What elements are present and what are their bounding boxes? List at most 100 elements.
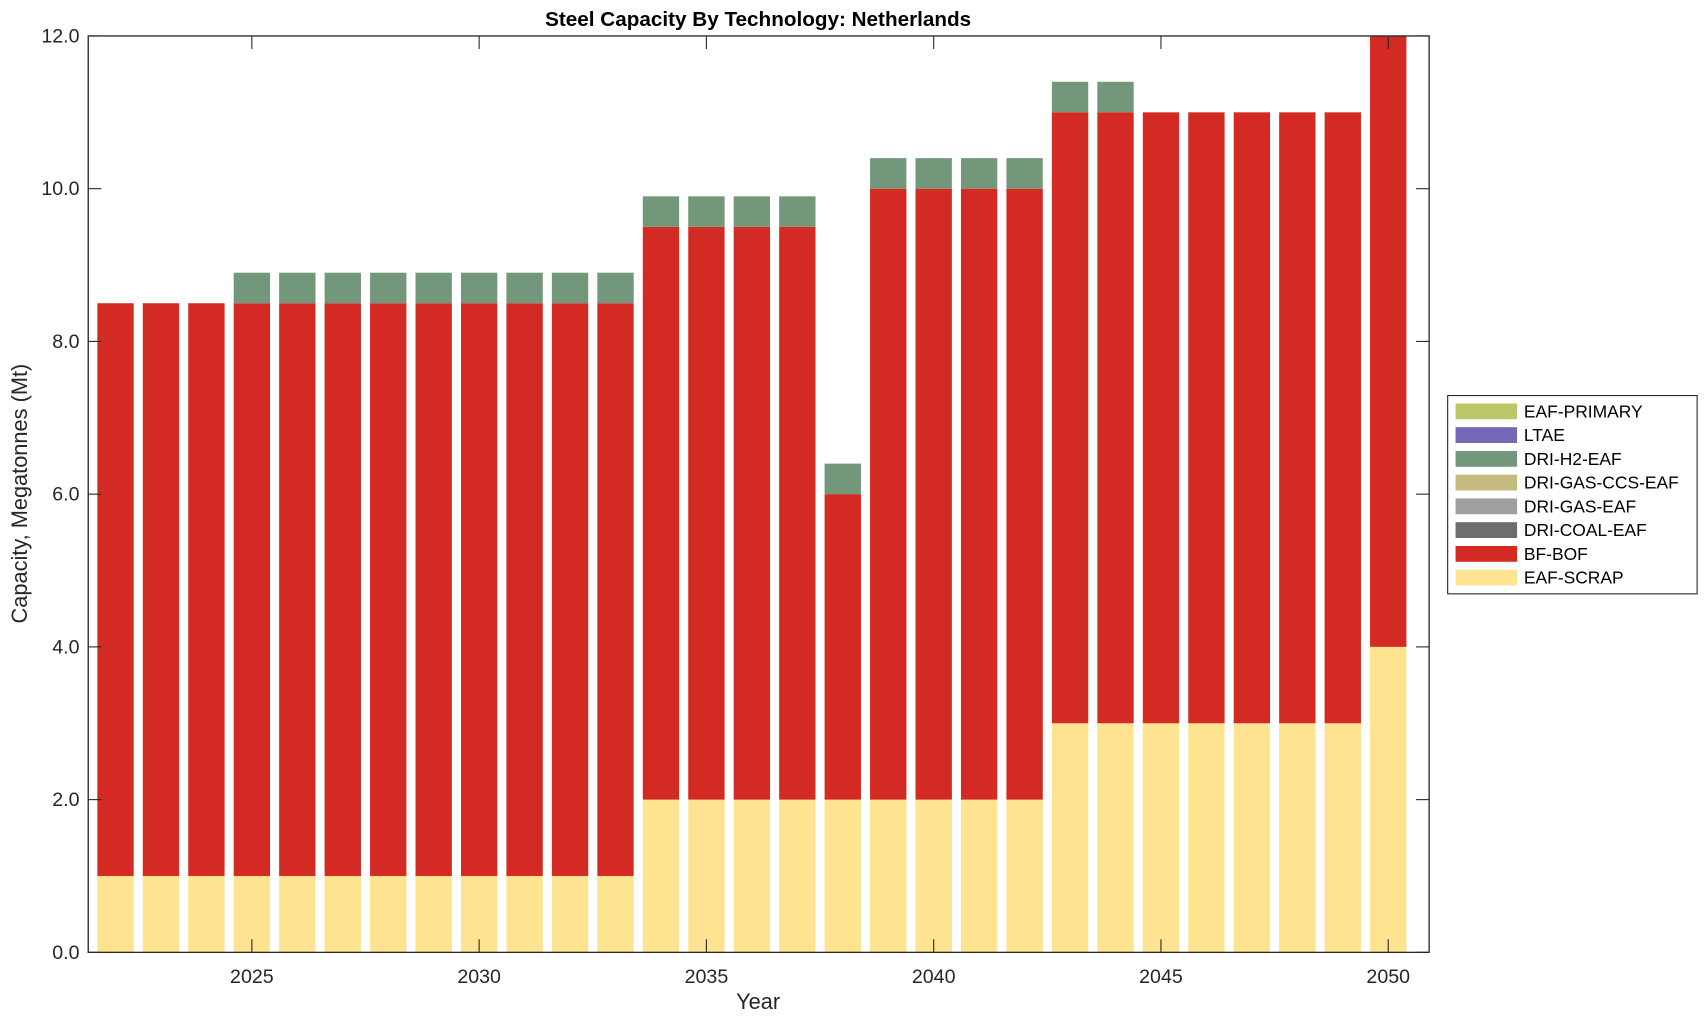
bar-dri-h2-eaf-2040 — [915, 158, 952, 189]
bar-eaf-scrap-2027 — [324, 875, 361, 953]
bar-bf-bof-2024 — [188, 303, 225, 876]
bar-eaf-scrap-2040 — [915, 799, 952, 953]
legend-label-eaf-scrap: EAF-SCRAP — [1524, 568, 1624, 588]
bar-bf-bof-2043 — [1051, 112, 1089, 724]
bar-eaf-scrap-2045 — [1142, 723, 1180, 953]
bars-group — [97, 35, 1407, 953]
bar-bf-bof-2034 — [642, 226, 680, 800]
legend-swatch-ltae — [1455, 426, 1518, 444]
bar-eaf-scrap-2036 — [733, 799, 771, 953]
bar-eaf-scrap-2037 — [779, 799, 816, 953]
bar-dri-h2-eaf-2026 — [279, 272, 316, 304]
bar-dri-h2-eaf-2039 — [870, 158, 907, 189]
bar-bf-bof-2025 — [233, 303, 271, 876]
bar-bf-bof-2022 — [97, 303, 134, 876]
bar-bf-bof-2041 — [960, 188, 998, 800]
y-tick-label: 8.0 — [52, 331, 79, 353]
bar-bf-bof-2050 — [1370, 35, 1407, 647]
bar-bf-bof-2026 — [279, 303, 316, 876]
legend-swatch-dri-gas-ccs-eaf — [1455, 474, 1518, 492]
bar-eaf-scrap-2041 — [960, 799, 998, 953]
y-tick-label: 0.0 — [52, 942, 79, 964]
y-tick-label: 10.0 — [41, 178, 79, 200]
bar-eaf-scrap-2044 — [1097, 723, 1134, 953]
bar-eaf-scrap-2029 — [415, 875, 452, 953]
bar-dri-h2-eaf-2030 — [460, 272, 498, 304]
bar-eaf-scrap-2043 — [1051, 723, 1089, 953]
bar-eaf-scrap-2038 — [824, 799, 861, 953]
y-tick-label: 6.0 — [52, 484, 79, 506]
bar-bf-bof-2031 — [506, 303, 543, 876]
x-tick-label: 2035 — [685, 966, 729, 988]
bar-dri-h2-eaf-2032 — [551, 272, 589, 304]
bar-bf-bof-2032 — [551, 303, 589, 876]
x-tick-label: 2030 — [457, 966, 501, 988]
bar-bf-bof-2027 — [324, 303, 361, 876]
bar-dri-h2-eaf-2033 — [597, 272, 634, 304]
legend-swatch-bf-bof — [1455, 545, 1518, 563]
bar-eaf-scrap-2042 — [1006, 799, 1043, 953]
bar-eaf-scrap-2033 — [597, 875, 634, 953]
bar-bf-bof-2028 — [370, 303, 407, 876]
bar-eaf-scrap-2023 — [142, 875, 180, 953]
legend-swatch-eaf-scrap — [1455, 569, 1518, 587]
bar-dri-h2-eaf-2036 — [733, 196, 771, 227]
y-tick-label: 4.0 — [52, 636, 79, 658]
bar-bf-bof-2030 — [460, 303, 498, 876]
bar-eaf-scrap-2035 — [688, 799, 725, 953]
bar-dri-h2-eaf-2025 — [233, 272, 271, 304]
legend-label-eaf-primary: EAF-PRIMARY — [1524, 401, 1643, 421]
bar-eaf-scrap-2024 — [188, 875, 225, 953]
bar-dri-h2-eaf-2038 — [824, 463, 861, 495]
bar-bf-bof-2047 — [1233, 112, 1271, 724]
bar-dri-h2-eaf-2044 — [1097, 81, 1134, 113]
bar-eaf-scrap-2050 — [1370, 646, 1407, 953]
legend-label-dri-h2-eaf: DRI-H2-EAF — [1524, 449, 1622, 469]
bar-eaf-scrap-2039 — [870, 799, 907, 953]
bar-bf-bof-2048 — [1279, 112, 1316, 724]
legend-swatch-eaf-primary — [1455, 402, 1518, 420]
bar-eaf-scrap-2026 — [279, 875, 316, 953]
bar-bf-bof-2038 — [824, 494, 861, 800]
x-axis: 2025 2030 2035 2040 2045 2050 — [230, 35, 1410, 988]
x-tick-label: 2050 — [1366, 966, 1410, 988]
legend-swatch-dri-gas-eaf — [1455, 497, 1518, 515]
bar-bf-bof-2049 — [1324, 112, 1361, 724]
bar-bf-bof-2046 — [1188, 112, 1225, 724]
bar-bf-bof-2045 — [1142, 112, 1180, 724]
bar-bf-bof-2033 — [597, 303, 634, 876]
bar-eaf-scrap-2048 — [1279, 723, 1316, 953]
y-axis: 0.0 2.0 4.0 6.0 8.0 10.0 12.0 — [41, 25, 1430, 964]
bar-dri-h2-eaf-2029 — [415, 272, 452, 304]
legend-label-dri-gas-eaf: DRI-GAS-EAF — [1524, 496, 1636, 516]
bar-bf-bof-2037 — [779, 226, 816, 800]
bar-dri-h2-eaf-2027 — [324, 272, 361, 304]
y-axis-label: Capacity, Megatonnes (Mt) — [7, 364, 32, 624]
bar-dri-h2-eaf-2035 — [688, 196, 725, 227]
x-tick-label: 2040 — [912, 966, 956, 988]
bar-bf-bof-2029 — [415, 303, 452, 876]
x-tick-label: 2045 — [1139, 966, 1183, 988]
bar-dri-h2-eaf-2031 — [506, 272, 543, 304]
bar-eaf-scrap-2031 — [506, 875, 543, 953]
bar-dri-h2-eaf-2034 — [642, 196, 680, 227]
bar-bf-bof-2042 — [1006, 188, 1043, 800]
bar-bf-bof-2035 — [688, 226, 725, 800]
bar-bf-bof-2040 — [915, 188, 952, 800]
bar-eaf-scrap-2022 — [97, 875, 134, 953]
legend-label-dri-coal-eaf: DRI-COAL-EAF — [1524, 520, 1647, 540]
bar-bf-bof-2039 — [870, 188, 907, 800]
x-axis-label: Year — [736, 989, 780, 1014]
legend-swatch-dri-h2-eaf — [1455, 450, 1518, 468]
bar-dri-h2-eaf-2041 — [960, 158, 998, 189]
bar-dri-h2-eaf-2042 — [1006, 158, 1043, 189]
chart-title: Steel Capacity By Technology: Netherland… — [545, 8, 971, 31]
bar-dri-h2-eaf-2028 — [370, 272, 407, 304]
bar-eaf-scrap-2049 — [1324, 723, 1361, 953]
legend-box — [1447, 394, 1698, 595]
legend-swatch-dri-coal-eaf — [1455, 521, 1518, 539]
bar-bf-bof-2036 — [733, 226, 771, 800]
bar-eaf-scrap-2032 — [551, 875, 589, 953]
bar-eaf-scrap-2047 — [1233, 723, 1271, 953]
